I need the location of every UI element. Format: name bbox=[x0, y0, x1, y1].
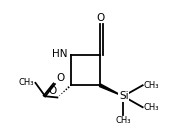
Text: CH₃: CH₃ bbox=[144, 103, 159, 112]
Text: CH₃: CH₃ bbox=[144, 81, 159, 90]
Text: O: O bbox=[96, 13, 104, 23]
Polygon shape bbox=[99, 84, 123, 96]
Text: O: O bbox=[48, 86, 57, 96]
Text: CH₃: CH₃ bbox=[19, 78, 34, 87]
Text: O: O bbox=[56, 73, 64, 83]
Text: HN: HN bbox=[52, 49, 67, 59]
Text: Si: Si bbox=[119, 91, 129, 101]
Text: CH₃: CH₃ bbox=[115, 116, 131, 125]
